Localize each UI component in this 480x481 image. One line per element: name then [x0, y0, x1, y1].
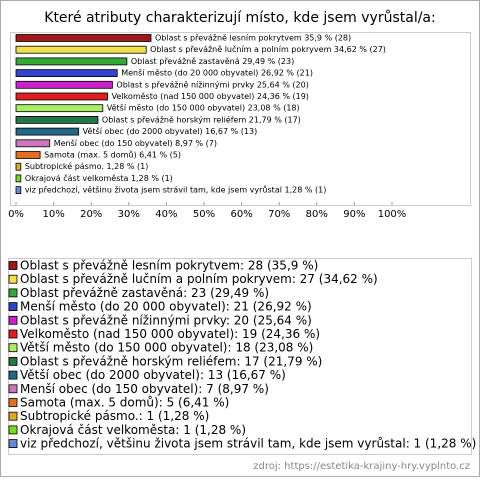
bar: [15, 45, 147, 54]
legend-label: Větší obec (do 2000 obyvatel): 13 (16,67…: [20, 368, 286, 382]
legend-label: Menší obec (do 150 obyvatel): 7 (8,97 %): [20, 382, 269, 396]
bar: [15, 92, 108, 101]
bar: [15, 186, 22, 195]
legend-swatch: [8, 288, 18, 298]
bar: [15, 151, 41, 159]
legend-swatch: [8, 398, 18, 407]
source: zdroj: https://estetika-krajiny-hry.vypl…: [253, 461, 470, 472]
legend-frame: [8, 258, 472, 455]
legend-swatch: [8, 356, 18, 366]
data-label: Menší obec (do 150 obyvatel) 8,97 % (7): [54, 138, 217, 148]
data-label: viz předchozí, většinu života jsem stráv…: [25, 185, 327, 195]
x-tick-label: 90%: [343, 209, 365, 220]
legend-swatch: [8, 302, 18, 312]
legend-swatch: [8, 315, 18, 325]
x-tick-label: 70%: [268, 209, 290, 220]
data-label: Samota (max. 5 domů) 6,41 % (5): [44, 150, 181, 160]
data-label: Subtropické pásmo. 1,28 % (1): [25, 161, 149, 171]
legend-label: Samota (max. 5 domů): 5 (6,41 %): [20, 396, 229, 410]
legend-label: Velkoměsto (nad 150 000 obyvatel): 19 (2…: [20, 327, 320, 341]
bar: [15, 174, 22, 183]
bar: [15, 69, 118, 77]
legend-label: Oblast převážně zastavěná: 23 (29,49 %): [20, 286, 269, 300]
x-tick-label: 100%: [378, 209, 407, 220]
legend-swatch: [8, 329, 18, 339]
data-label: Oblast s převážně lučním a polním pokryv…: [150, 44, 386, 54]
legend-swatch: [8, 425, 18, 435]
bar: [15, 139, 51, 148]
x-tick-label: 30%: [118, 209, 140, 220]
data-label: Větší město (do 150 000 obyvatel) 23,08 …: [107, 103, 300, 113]
x-tick-label: 20%: [80, 209, 102, 220]
data-label: Velkoměsto (nad 150 000 obyvatel) 24,36 …: [112, 92, 309, 101]
data-label: Menší město (do 20 000 obyvatel) 26,92 %…: [121, 68, 313, 78]
chart-title: Které atributy charakterizují místo, kde…: [44, 10, 435, 26]
data-label: Oblast převážně zastavěná 29,49 % (23): [131, 57, 294, 66]
legend-swatch: [8, 384, 18, 394]
x-tick-label: 0%: [8, 209, 24, 220]
plot-frame: [10, 32, 471, 206]
legend-swatch: [8, 411, 18, 421]
bar: [15, 34, 152, 42]
x-tick-label: 50%: [193, 209, 215, 220]
bar: [15, 127, 80, 136]
x-tick-label: 10%: [42, 209, 64, 220]
data-label: Větší obec (do 2000 obyvatel) 16,67 % (1…: [83, 126, 258, 136]
legend-swatch: [8, 370, 18, 380]
data-label: Oblast s převážně horským reliéfem 21,79…: [102, 114, 301, 124]
legend-swatch: [8, 274, 18, 284]
legend-label: Menší město (do 20 000 obyvatel): 21 (26…: [20, 300, 312, 314]
data-label: Oblast s převážně nížinnými prvky 25,64 …: [116, 80, 308, 89]
legend-label: Subtropické pásmo.: 1 (1,28 %): [20, 409, 209, 423]
legend-label: Větší město (do 150 000 obyvatel): 18 (2…: [20, 341, 313, 355]
legend-swatch: [8, 261, 18, 270]
legend-label: Oblast s převážně horským reliéfem: 17 (…: [20, 354, 322, 368]
x-tick-label: 60%: [230, 209, 252, 220]
legend-swatch: [8, 439, 18, 449]
data-label: Okrajová část velkoměsta 1,28 % (1): [25, 173, 173, 183]
x-tick-label: 40%: [155, 209, 177, 220]
x-tick-label: 80%: [306, 209, 328, 220]
bar: [15, 80, 113, 89]
legend-label: Oblast s převážně lučním a polním pokryv…: [20, 272, 378, 286]
bar: [15, 104, 104, 113]
bar: [15, 57, 128, 66]
bar: [15, 162, 22, 171]
legend-label: Oblast s převážně nížinnými prvky: 20 (2…: [20, 313, 312, 327]
legend-label: Oblast s převážně lesním pokrytvem: 28 (…: [20, 259, 318, 273]
data-label: Oblast s převážně lesním pokrytvem 35,9 …: [155, 34, 351, 43]
bar: [15, 116, 99, 124]
legend-label: Okrajová část velkoměsta: 1 (1,28 %): [20, 423, 246, 437]
legend-label: viz předchozí, většinu života jsem stráv…: [20, 437, 476, 451]
legend-swatch: [8, 343, 18, 353]
